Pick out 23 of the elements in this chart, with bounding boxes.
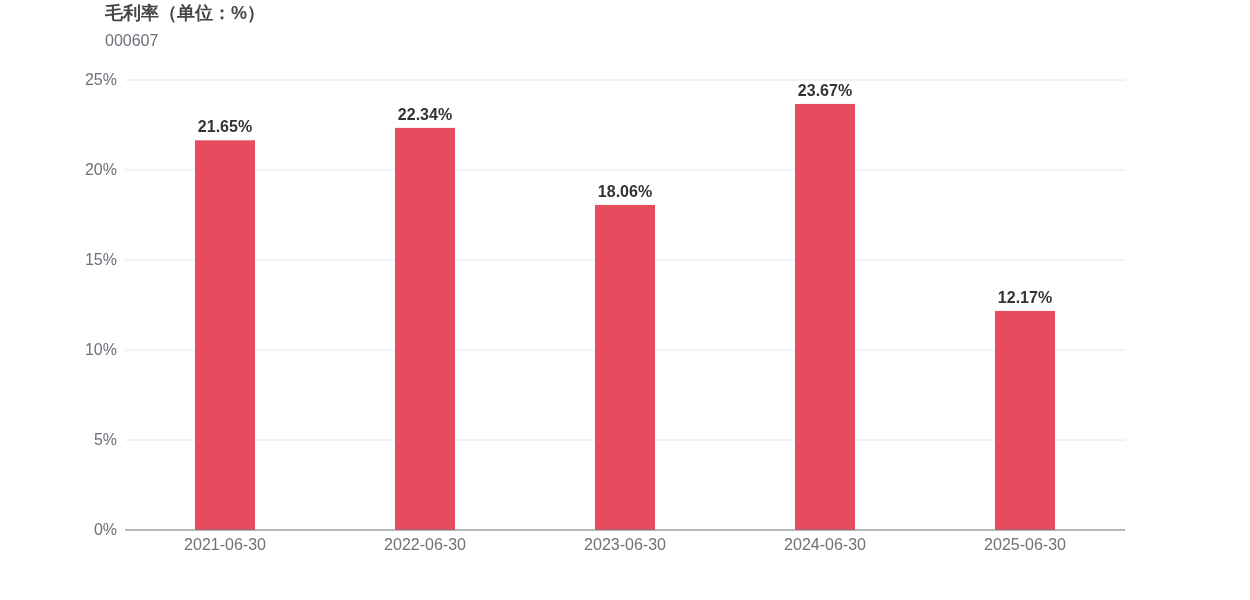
y-tick-label: 20% xyxy=(84,161,117,178)
y-tick-label: 5% xyxy=(93,431,117,448)
x-tick-label: 2024-06-30 xyxy=(784,536,867,553)
y-tick-label: 15% xyxy=(84,251,117,268)
x-tick-label: 2021-06-30 xyxy=(184,536,267,553)
bar xyxy=(995,310,1055,530)
chart-title: 毛利率（单位：%） xyxy=(104,3,266,23)
y-tick-label: 25% xyxy=(84,71,117,88)
bar xyxy=(795,103,855,530)
bar xyxy=(195,140,255,530)
data-label: 21.65% xyxy=(197,118,253,136)
chart-subtitle: 000607 xyxy=(105,32,159,49)
data-label: 22.34% xyxy=(397,105,453,123)
y-tick-label: 10% xyxy=(84,341,117,358)
x-tick-label: 2023-06-30 xyxy=(584,536,667,553)
data-label: 18.06% xyxy=(597,182,653,200)
data-label: 23.67% xyxy=(797,81,853,99)
bar xyxy=(395,127,455,530)
x-tick-label: 2025-06-30 xyxy=(984,536,1067,553)
y-tick-label: 0% xyxy=(93,521,117,538)
data-label: 12.17% xyxy=(997,288,1053,306)
x-tick-label: 2022-06-30 xyxy=(384,536,467,553)
bar xyxy=(595,204,655,530)
